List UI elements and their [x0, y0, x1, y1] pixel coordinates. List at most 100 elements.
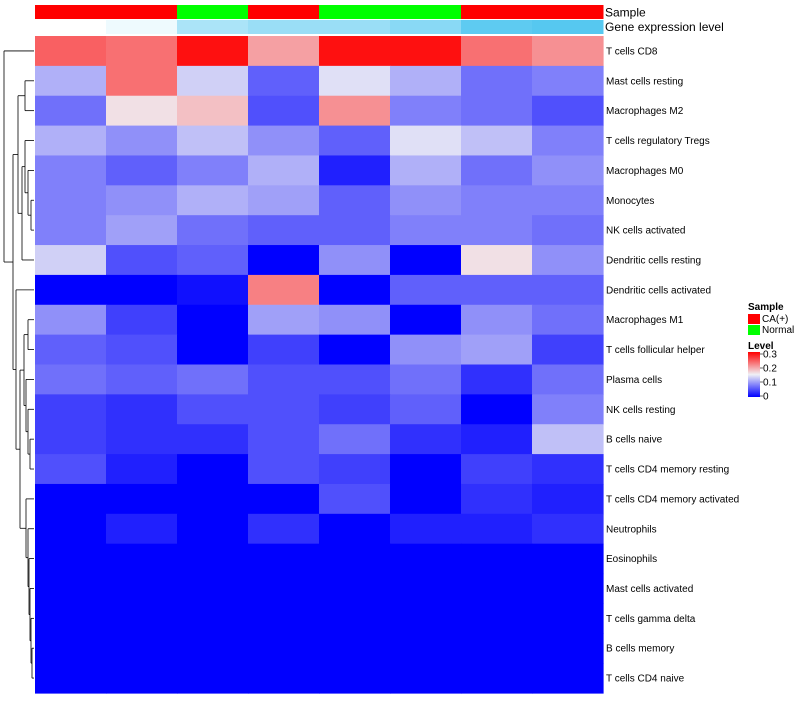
legend-sample-swatch: [748, 325, 760, 335]
heatmap-cell: [532, 95, 604, 127]
heatmap-cell: [532, 215, 604, 246]
row-label: Mast cells resting: [606, 76, 683, 87]
heatmap-cell: [248, 245, 320, 276]
annotation-sample-cell: [177, 5, 249, 19]
heatmap-cell: [106, 125, 178, 157]
heatmap-cell: [248, 65, 320, 97]
heatmap-cell: [248, 663, 320, 694]
heatmap-cell: [177, 663, 249, 694]
row-label: Neutrophils: [606, 524, 657, 535]
heatmap-cell: [319, 125, 391, 157]
heatmap-cell: [461, 513, 533, 545]
annotation-gene-level-cell: [319, 20, 391, 34]
row-label: Eosinophils: [606, 554, 657, 565]
row-label: Dendritic cells activated: [606, 285, 711, 296]
heatmap-cell: [35, 125, 107, 157]
heatmap-cell: [390, 424, 462, 455]
heatmap-cell: [106, 424, 178, 455]
heatmap-cell: [106, 454, 178, 485]
row-dendrogram: [3, 50, 34, 679]
heatmap-cell: [106, 394, 178, 425]
legend-level-ticks: 0.3 0.2 0.1 0: [760, 350, 777, 403]
heatmap-cell: [177, 603, 249, 634]
heatmap-cell: [390, 454, 462, 485]
heatmap-cell: [461, 125, 533, 157]
annotation-gene-level-cell: [390, 20, 462, 34]
row-label: NK cells activated: [606, 226, 685, 237]
heatmap-cell: [177, 125, 249, 157]
heatmap-cell: [177, 334, 249, 366]
heatmap-cell: [35, 274, 107, 306]
heatmap-cell: [532, 513, 604, 545]
heatmap-cell: [35, 185, 107, 216]
annotation-sample-cell: [106, 5, 178, 19]
legend-level-tick-label: 0.1: [763, 378, 777, 389]
legend-sample-swatch: [748, 314, 760, 324]
heatmap-cell: [248, 543, 320, 575]
heatmap-cell: [461, 633, 533, 664]
heatmap-cell: [177, 394, 249, 425]
legend-color-scale: [748, 352, 760, 397]
heatmap-cell: [106, 573, 178, 605]
heatmap-cell: [248, 633, 320, 664]
annotation-gene-level-cell: [35, 20, 107, 34]
row-label: B cells naive: [606, 435, 663, 446]
row-label: Macrophages M1: [606, 315, 684, 326]
heatmap-cell: [532, 603, 604, 634]
heatmap-cell: [390, 245, 462, 276]
heatmap-cell: [319, 215, 391, 246]
heatmap-cell: [35, 245, 107, 276]
heatmap-cell: [177, 513, 249, 545]
heatmap-cell: [35, 454, 107, 485]
heatmap-cell: [35, 95, 107, 127]
heatmap-cell: [461, 663, 533, 694]
heatmap-cell: [532, 454, 604, 485]
heatmap-cell: [248, 95, 320, 127]
heatmap-cell: [461, 65, 533, 97]
heatmap-cell: [35, 394, 107, 425]
heatmap-cell: [390, 215, 462, 246]
heatmap-cell: [461, 334, 533, 366]
heatmap-cell: [106, 185, 178, 216]
annotation-sample-cell: [461, 5, 533, 19]
heatmap-cell: [35, 334, 107, 366]
heatmap-cell: [248, 155, 320, 186]
annotation-gene-level-cell: [532, 20, 604, 34]
heatmap-cell: [35, 483, 107, 515]
heatmap-cell: [319, 663, 391, 694]
heatmap-cell: [532, 573, 604, 605]
heatmap-cell: [248, 394, 320, 425]
legend: Sample CA(+)Normal Level 0.3 0.2 0.1 0: [748, 302, 794, 403]
annotation-sample-cell: [248, 5, 320, 19]
annotation-sample-cell: [319, 5, 391, 19]
heatmap-cell: [106, 633, 178, 664]
heatmap-cell: [177, 185, 249, 216]
heatmap-cell: [319, 274, 391, 306]
row-label: NK cells resting: [606, 405, 675, 416]
heatmap-cell: [106, 603, 178, 634]
heatmap-cell: [177, 215, 249, 246]
legend-level-tick-label: 0.3: [763, 350, 777, 361]
heatmap-cell: [106, 215, 178, 246]
heatmap-cell: [461, 424, 533, 455]
legend-sample-label: CA(+): [762, 314, 788, 325]
heatmap-cell: [461, 454, 533, 485]
heatmap-cell: [532, 125, 604, 157]
heatmap-cell: [106, 274, 178, 306]
row-label: T cells CD4 naive: [606, 674, 685, 685]
heatmap-cell: [248, 364, 320, 395]
heatmap-cell: [532, 304, 604, 336]
heatmap-cell: [390, 603, 462, 634]
heatmap-cell: [319, 185, 391, 216]
heatmap-cell: [248, 334, 320, 366]
heatmap-cell: [35, 364, 107, 395]
heatmap-cell: [390, 663, 462, 694]
heatmap-cell: [106, 245, 178, 276]
heatmap-cell: [106, 334, 178, 366]
heatmap-cell: [532, 364, 604, 395]
heatmap-cell: [248, 304, 320, 336]
legend-sample-label: Normal: [762, 325, 794, 336]
heatmap-cell: [106, 155, 178, 186]
heatmap-cell: [106, 543, 178, 575]
heatmap-cell: [390, 36, 462, 67]
